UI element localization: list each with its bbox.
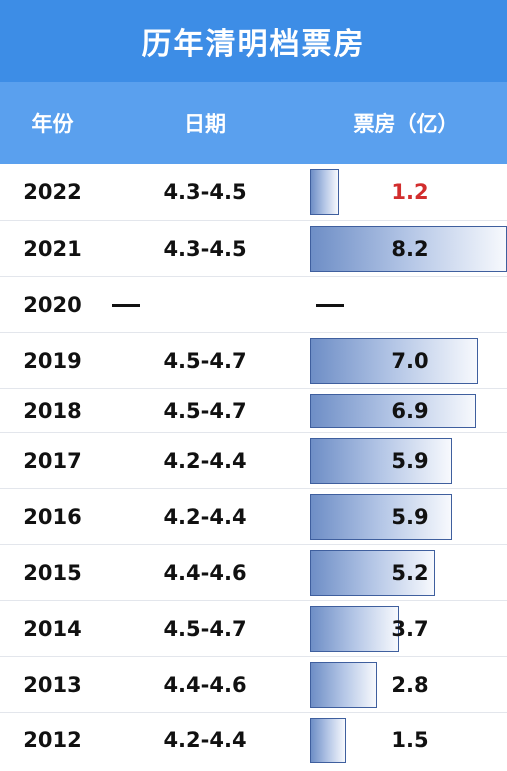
- date-cell: 4.3-4.5: [163, 180, 247, 204]
- date-cell: 4.4-4.6: [163, 560, 247, 585]
- box-office-bar: [310, 718, 346, 763]
- box-office-bar: [310, 226, 507, 272]
- date-cell: 4.2-4.4: [163, 448, 247, 473]
- year-cell: 2019: [23, 348, 82, 373]
- header-date: 日期: [184, 112, 226, 136]
- header-year: 年份: [31, 112, 74, 136]
- year-cell: 2020: [23, 292, 82, 317]
- year-cell: 2013: [23, 672, 82, 697]
- box-office-value: 5.9: [391, 448, 429, 473]
- header-box-office: 票房（亿）: [353, 112, 459, 136]
- table-row: 2012 4.2-4.4 1.5: [0, 712, 507, 767]
- box-office-bar: [310, 606, 399, 652]
- table-row: 2014 4.5-4.7 3.7: [0, 600, 507, 656]
- table-row: 2013 4.4-4.6 2.8: [0, 656, 507, 712]
- box-office-bar: [310, 662, 377, 708]
- date-dash: [112, 304, 140, 307]
- date-cell: 4.5-4.7: [163, 398, 247, 423]
- year-cell: 2015: [23, 560, 82, 585]
- table-row: 2015 4.4-4.6 5.2: [0, 544, 507, 600]
- table-header: 年份 日期 票房（亿）: [0, 82, 507, 164]
- table-row: 2022 4.3-4.5 1.2: [0, 164, 507, 220]
- box-office-value: 1.5: [391, 728, 429, 752]
- value-dash: [316, 304, 344, 307]
- year-cell: 2018: [23, 398, 82, 423]
- table-row: 2019 4.5-4.7 7.0: [0, 332, 507, 388]
- table-row: 2017 4.2-4.4 5.9: [0, 432, 507, 488]
- date-cell: 4.2-4.4: [163, 504, 247, 529]
- box-office-value: 2.8: [391, 672, 429, 697]
- table-row: 2021 4.3-4.5 8.2: [0, 220, 507, 276]
- box-office-bar: [310, 338, 478, 384]
- box-office-bar: [310, 438, 452, 484]
- date-cell: 4.4-4.6: [163, 672, 247, 697]
- box-office-value: 3.7: [391, 616, 429, 641]
- box-office-value: 5.9: [391, 504, 429, 529]
- table-row: 2016 4.2-4.4 5.9: [0, 488, 507, 544]
- box-office-value: 5.2: [391, 560, 429, 585]
- box-office-value: 1.2: [391, 180, 429, 204]
- date-cell: 4.5-4.7: [163, 616, 247, 641]
- box-office-bar: [310, 169, 339, 215]
- year-cell: 2022: [23, 180, 82, 204]
- box-office-value: 8.2: [391, 236, 429, 261]
- table-row: 2020: [0, 276, 507, 332]
- table-body: 2022 4.3-4.5 1.2 2021 4.3-4.5 8.2 2020 2019 4.5-…: [0, 164, 507, 771]
- date-cell: 4.3-4.5: [163, 236, 247, 261]
- date-cell: 4.2-4.4: [163, 728, 247, 752]
- year-cell: 2016: [23, 504, 82, 529]
- box-office-bar: [310, 494, 452, 540]
- box-office-value: 7.0: [391, 348, 429, 373]
- box-office-bar: [310, 394, 476, 428]
- date-cell: 4.5-4.7: [163, 348, 247, 373]
- year-cell: 2017: [23, 448, 82, 473]
- table-row: 2018 4.5-4.7 6.9: [0, 388, 507, 432]
- box-office-bar: [310, 550, 435, 596]
- year-cell: 2012: [23, 728, 82, 752]
- year-cell: 2014: [23, 616, 82, 641]
- box-office-value: 6.9: [391, 398, 429, 423]
- chart-title: 历年清明档票房: [0, 0, 507, 82]
- year-cell: 2021: [23, 236, 82, 261]
